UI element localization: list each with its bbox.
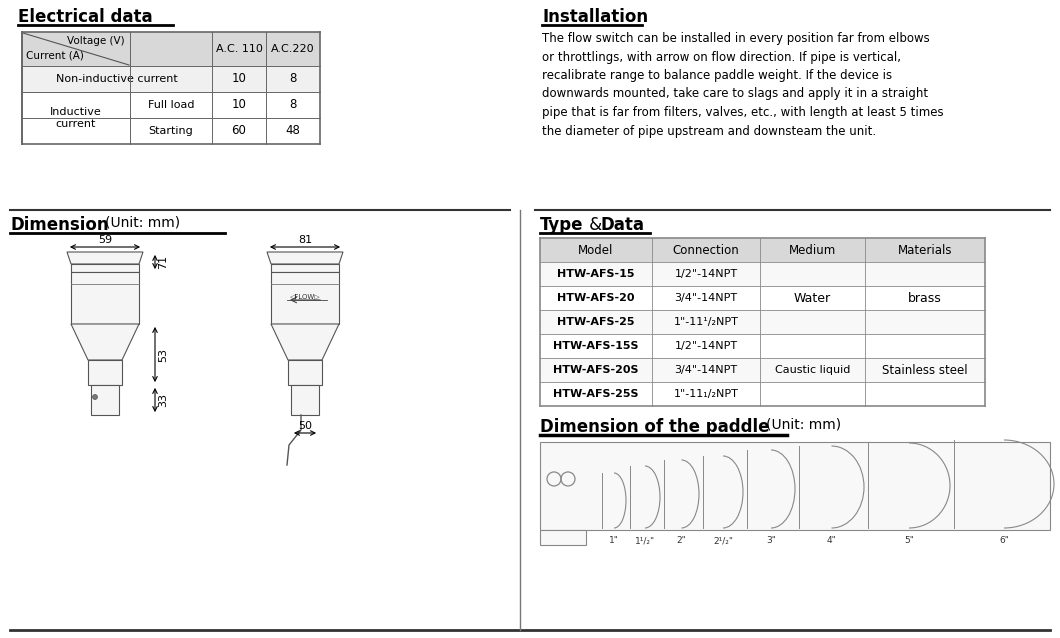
Text: The flow switch can be installed in every position far from elbows
or throttling: The flow switch can be installed in ever… xyxy=(542,32,943,138)
Text: 81: 81 xyxy=(298,235,312,245)
Bar xyxy=(540,334,985,358)
Text: 10: 10 xyxy=(231,98,246,112)
Text: brass: brass xyxy=(908,292,942,304)
Polygon shape xyxy=(267,252,343,264)
Text: A.C.220: A.C.220 xyxy=(271,44,315,54)
Text: Voltage (V): Voltage (V) xyxy=(68,36,125,46)
Polygon shape xyxy=(271,324,339,360)
Text: Medium: Medium xyxy=(789,244,836,256)
Text: 10: 10 xyxy=(231,73,246,85)
Text: Dimension of the paddle: Dimension of the paddle xyxy=(540,418,770,436)
Bar xyxy=(540,358,985,382)
Text: Electrical data: Electrical data xyxy=(18,8,153,26)
Bar xyxy=(540,286,985,310)
Text: 59: 59 xyxy=(98,235,112,245)
Text: HTW-AFS-25: HTW-AFS-25 xyxy=(558,317,635,327)
Bar xyxy=(22,66,320,92)
Bar xyxy=(540,310,985,334)
Bar xyxy=(271,272,339,324)
Text: Non-inductive current: Non-inductive current xyxy=(56,74,178,84)
Text: Stainless steel: Stainless steel xyxy=(882,364,968,376)
Text: Dimension: Dimension xyxy=(10,216,108,234)
Bar xyxy=(540,442,1050,530)
Text: 53: 53 xyxy=(158,348,167,362)
Text: Type: Type xyxy=(540,216,583,234)
Text: 60: 60 xyxy=(231,124,246,138)
Bar xyxy=(540,262,985,286)
Text: ◁FLOW▷: ◁FLOW▷ xyxy=(289,293,320,299)
Text: Model: Model xyxy=(579,244,614,256)
Text: HTW-AFS-20S: HTW-AFS-20S xyxy=(553,365,639,375)
Bar xyxy=(540,382,985,406)
Text: Starting: Starting xyxy=(148,126,193,136)
Text: HTW-AFS-15: HTW-AFS-15 xyxy=(558,269,635,279)
Text: 8: 8 xyxy=(289,73,297,85)
Polygon shape xyxy=(71,324,139,360)
Bar xyxy=(540,530,586,545)
Text: Connection: Connection xyxy=(673,244,740,256)
Polygon shape xyxy=(271,264,339,272)
Text: HTW-AFS-20: HTW-AFS-20 xyxy=(558,293,635,303)
Text: HTW-AFS-25S: HTW-AFS-25S xyxy=(553,389,639,399)
Bar xyxy=(540,238,985,262)
Text: Water: Water xyxy=(794,292,831,304)
Bar xyxy=(129,66,131,91)
Text: 8: 8 xyxy=(289,98,297,112)
Text: 2¹/₂": 2¹/₂" xyxy=(713,536,734,545)
Text: Current (A): Current (A) xyxy=(26,51,84,61)
Text: 1/2"-14NPT: 1/2"-14NPT xyxy=(674,341,738,351)
Circle shape xyxy=(92,394,98,399)
Text: 1"-11₁/₂NPT: 1"-11₁/₂NPT xyxy=(673,389,739,399)
Bar xyxy=(71,272,139,324)
Text: 1"-11¹/₂NPT: 1"-11¹/₂NPT xyxy=(673,317,739,327)
Polygon shape xyxy=(71,264,139,272)
Text: 33: 33 xyxy=(158,393,167,407)
Bar xyxy=(91,385,119,415)
Text: 1¹/₂": 1¹/₂" xyxy=(635,536,655,545)
Text: (Unit: mm): (Unit: mm) xyxy=(105,216,180,230)
Text: 2": 2" xyxy=(676,536,687,545)
Bar xyxy=(88,360,122,385)
Text: &: & xyxy=(584,216,607,234)
Text: 3/4"-14NPT: 3/4"-14NPT xyxy=(674,293,738,303)
Text: Caustic liquid: Caustic liquid xyxy=(775,365,850,375)
Text: HTW-AFS-15S: HTW-AFS-15S xyxy=(553,341,639,351)
Text: Full load: Full load xyxy=(147,100,194,110)
Text: A.C. 110: A.C. 110 xyxy=(215,44,263,54)
Text: 1/2"-14NPT: 1/2"-14NPT xyxy=(674,269,738,279)
Text: 3": 3" xyxy=(766,536,776,545)
Text: 1": 1" xyxy=(610,536,619,545)
Bar xyxy=(22,93,129,117)
Text: Inductive
current: Inductive current xyxy=(50,107,102,129)
Text: 48: 48 xyxy=(285,124,300,138)
Bar xyxy=(292,385,319,415)
Text: 50: 50 xyxy=(298,421,312,431)
Text: (Unit: mm): (Unit: mm) xyxy=(766,418,842,432)
Polygon shape xyxy=(67,252,143,264)
Text: 3/4"-14NPT: 3/4"-14NPT xyxy=(674,365,738,375)
Text: Data: Data xyxy=(601,216,644,234)
Text: 4": 4" xyxy=(827,536,836,545)
Text: 5": 5" xyxy=(904,536,914,545)
Bar xyxy=(288,360,322,385)
Bar xyxy=(22,32,320,66)
Text: Installation: Installation xyxy=(542,8,648,26)
Text: 71: 71 xyxy=(158,255,167,269)
Text: 6": 6" xyxy=(1000,536,1009,545)
Text: Materials: Materials xyxy=(898,244,952,256)
